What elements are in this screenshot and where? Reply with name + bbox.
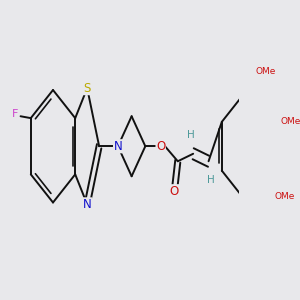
Text: OMe: OMe: [256, 67, 276, 76]
Text: H: H: [207, 175, 215, 185]
Text: N: N: [83, 198, 92, 211]
Text: OMe: OMe: [281, 117, 300, 126]
Text: O: O: [170, 185, 179, 198]
Text: H: H: [187, 130, 194, 140]
Text: OMe: OMe: [275, 192, 295, 201]
Text: N: N: [114, 140, 122, 153]
Text: O: O: [156, 140, 165, 153]
Text: F: F: [12, 110, 19, 119]
Text: S: S: [83, 82, 91, 94]
